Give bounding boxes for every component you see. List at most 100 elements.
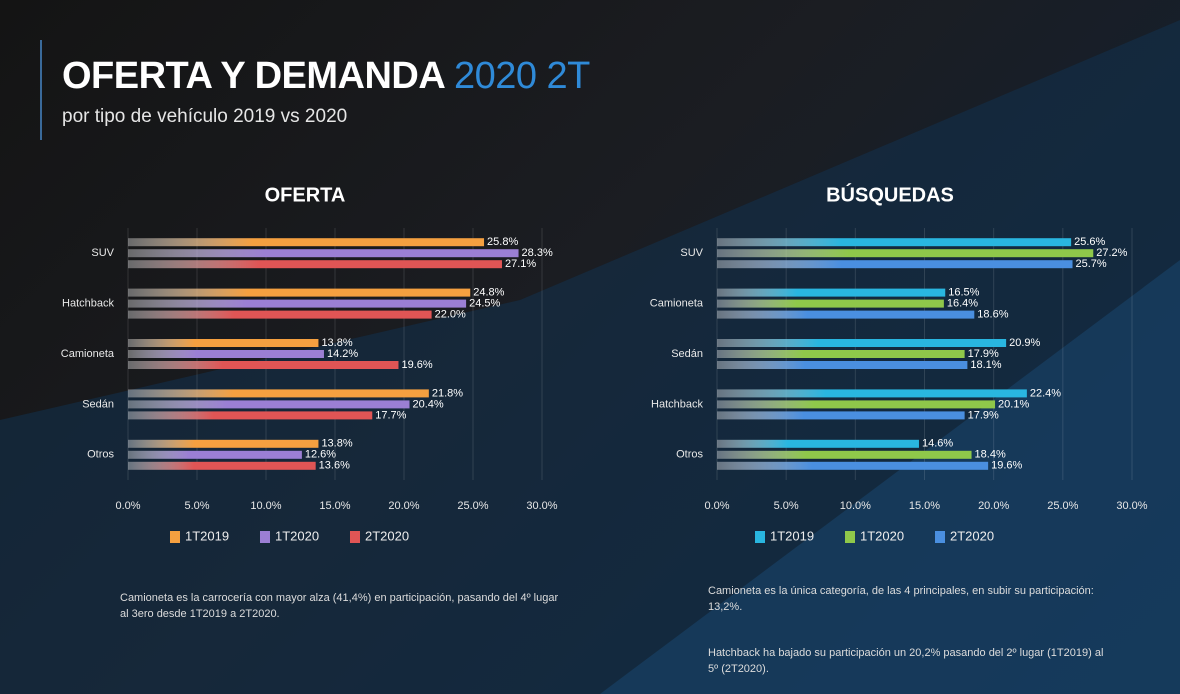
data-label: 22.4%: [1030, 387, 1061, 399]
data-label: 12.6%: [305, 449, 336, 461]
bar: [128, 361, 399, 369]
legend-label: 2T2020: [950, 528, 994, 543]
y-tick-label: Otros: [676, 449, 703, 461]
x-tick-label: 15.0%: [909, 500, 940, 512]
bar: [128, 461, 316, 470]
y-tick-label: SUV: [91, 247, 114, 259]
bar: [128, 450, 302, 459]
note: Camioneta es la carrocería con mayor alz…: [120, 592, 559, 620]
bar: [717, 450, 972, 459]
data-label: 17.9%: [968, 348, 999, 360]
data-label: 27.1%: [505, 258, 536, 270]
x-tick-label: 30.0%: [1116, 500, 1147, 512]
y-tick-label: Hatchback: [62, 298, 114, 310]
data-label: 27.2%: [1096, 247, 1127, 259]
page-subtitle: por tipo de vehículo 2019 vs 2020: [62, 106, 348, 127]
bar: [717, 361, 968, 369]
data-label: 25.8%: [487, 236, 518, 248]
data-label: 24.8%: [473, 287, 504, 299]
data-label: 25.7%: [1076, 258, 1107, 270]
bar: [128, 260, 502, 269]
legend-label: 1T2019: [770, 528, 814, 543]
data-label: 17.7%: [375, 409, 406, 421]
data-label: 18.6%: [977, 309, 1008, 321]
bar: [717, 299, 944, 308]
bar: [717, 389, 1027, 398]
legend-label: 1T2019: [185, 528, 229, 543]
y-tick-label: Sedán: [671, 348, 703, 360]
legend-label: 1T2020: [860, 528, 904, 543]
legend-swatch: [170, 531, 180, 543]
legend-label: 1T2020: [275, 528, 319, 543]
data-label: 28.3%: [522, 247, 553, 259]
legend-swatch: [260, 531, 270, 543]
data-label: 18.4%: [975, 449, 1006, 461]
data-label: 24.5%: [469, 298, 500, 310]
data-label: 18.1%: [970, 359, 1001, 371]
data-label: 21.8%: [432, 387, 463, 399]
page-title: OFERTA Y DEMANDA 2020 2T: [62, 55, 590, 97]
bar: [717, 339, 1007, 347]
x-tick-label: 25.0%: [457, 500, 488, 512]
bar: [128, 238, 485, 247]
data-label: 16.4%: [947, 298, 978, 310]
data-label: 20.9%: [1009, 337, 1040, 349]
legend-swatch: [755, 531, 765, 543]
x-tick-label: 10.0%: [250, 500, 281, 512]
legend-label: 2T2020: [365, 528, 409, 543]
bar: [717, 439, 919, 448]
x-tick-label: 25.0%: [1047, 500, 1078, 512]
accent-bar: [40, 40, 42, 140]
data-label: 17.9%: [968, 409, 999, 421]
data-label: 16.5%: [948, 287, 979, 299]
x-tick-label: 20.0%: [978, 500, 1009, 512]
note: Camioneta es la única categoría, de las …: [708, 585, 1094, 613]
data-label: 19.6%: [401, 359, 432, 371]
x-tick-label: 10.0%: [840, 500, 871, 512]
chart-title: OFERTA: [265, 184, 346, 206]
bar: [717, 411, 965, 420]
data-label: 20.4%: [413, 398, 444, 410]
bar: [128, 249, 519, 258]
bar: [128, 439, 319, 448]
legend-swatch: [935, 531, 945, 543]
bar: [717, 350, 965, 358]
bar: [128, 350, 324, 358]
x-tick-label: 5.0%: [774, 500, 799, 512]
bar: [717, 400, 996, 409]
bar: [717, 310, 975, 319]
data-label: 19.6%: [991, 460, 1022, 472]
data-label: 22.0%: [435, 309, 466, 321]
bar: [128, 400, 410, 409]
data-label: 13.8%: [321, 438, 352, 450]
y-tick-label: Otros: [87, 449, 114, 461]
data-label: 25.6%: [1074, 236, 1105, 248]
x-tick-label: 0.0%: [704, 500, 729, 512]
bar: [128, 299, 467, 308]
note: Hatchback ha bajado su participación un …: [708, 647, 1104, 675]
chart-title: BÚSQUEDAS: [826, 182, 954, 206]
x-tick-label: 5.0%: [184, 500, 209, 512]
data-label: 14.6%: [922, 438, 953, 450]
data-label: 14.2%: [327, 348, 358, 360]
data-label: 13.6%: [319, 460, 350, 472]
bar: [717, 249, 1094, 258]
bar: [128, 310, 432, 319]
bar: [128, 411, 373, 420]
bar: [128, 389, 429, 398]
bar: [717, 260, 1073, 269]
y-tick-label: Sedán: [82, 398, 114, 410]
bar: [128, 339, 319, 347]
bar: [717, 461, 989, 470]
data-label: 13.8%: [321, 337, 352, 349]
bar: [128, 288, 471, 297]
y-tick-label: SUV: [680, 247, 703, 259]
bar: [717, 238, 1072, 247]
x-tick-label: 0.0%: [115, 500, 140, 512]
y-tick-label: Hatchback: [651, 398, 703, 410]
bar: [717, 288, 946, 297]
data-label: 20.1%: [998, 398, 1029, 410]
legend-swatch: [350, 531, 360, 543]
